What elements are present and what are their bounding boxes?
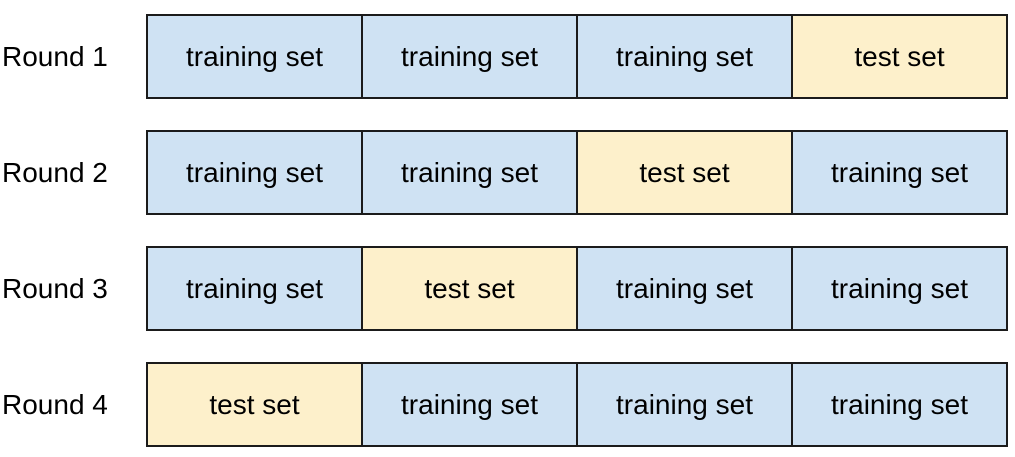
- fold-box: test set training set training set train…: [146, 362, 1008, 447]
- round-label: Round 1: [2, 40, 108, 72]
- round-label: Round 3: [2, 272, 108, 304]
- round-row: Round 3 training set test set training s…: [0, 246, 1015, 331]
- round-row: Round 4 test set training set training s…: [0, 362, 1015, 447]
- fold-box: training set test set training set train…: [146, 246, 1008, 331]
- fold-cell: training set: [148, 248, 361, 329]
- fold-cell: training set: [791, 364, 1006, 445]
- round-row: Round 1 training set training set traini…: [0, 14, 1015, 99]
- fold-cell: training set: [361, 16, 576, 97]
- fold-cell: training set: [148, 16, 361, 97]
- fold-cell: training set: [791, 132, 1006, 213]
- fold-cell: training set: [576, 248, 791, 329]
- round-row: Round 2 training set training set test s…: [0, 130, 1015, 215]
- fold-cell: training set: [361, 364, 576, 445]
- fold-cell: test set: [791, 16, 1006, 97]
- fold-box: training set training set test set train…: [146, 130, 1008, 215]
- round-label: Round 4: [2, 388, 108, 420]
- fold-cell: test set: [361, 248, 576, 329]
- fold-cell: test set: [576, 132, 791, 213]
- fold-cell: training set: [791, 248, 1006, 329]
- fold-cell: training set: [148, 132, 361, 213]
- fold-cell: training set: [361, 132, 576, 213]
- fold-box: training set training set training set t…: [146, 14, 1008, 99]
- fold-cell: training set: [576, 16, 791, 97]
- fold-cell: test set: [148, 364, 361, 445]
- fold-cell: training set: [576, 364, 791, 445]
- round-label: Round 2: [2, 156, 108, 188]
